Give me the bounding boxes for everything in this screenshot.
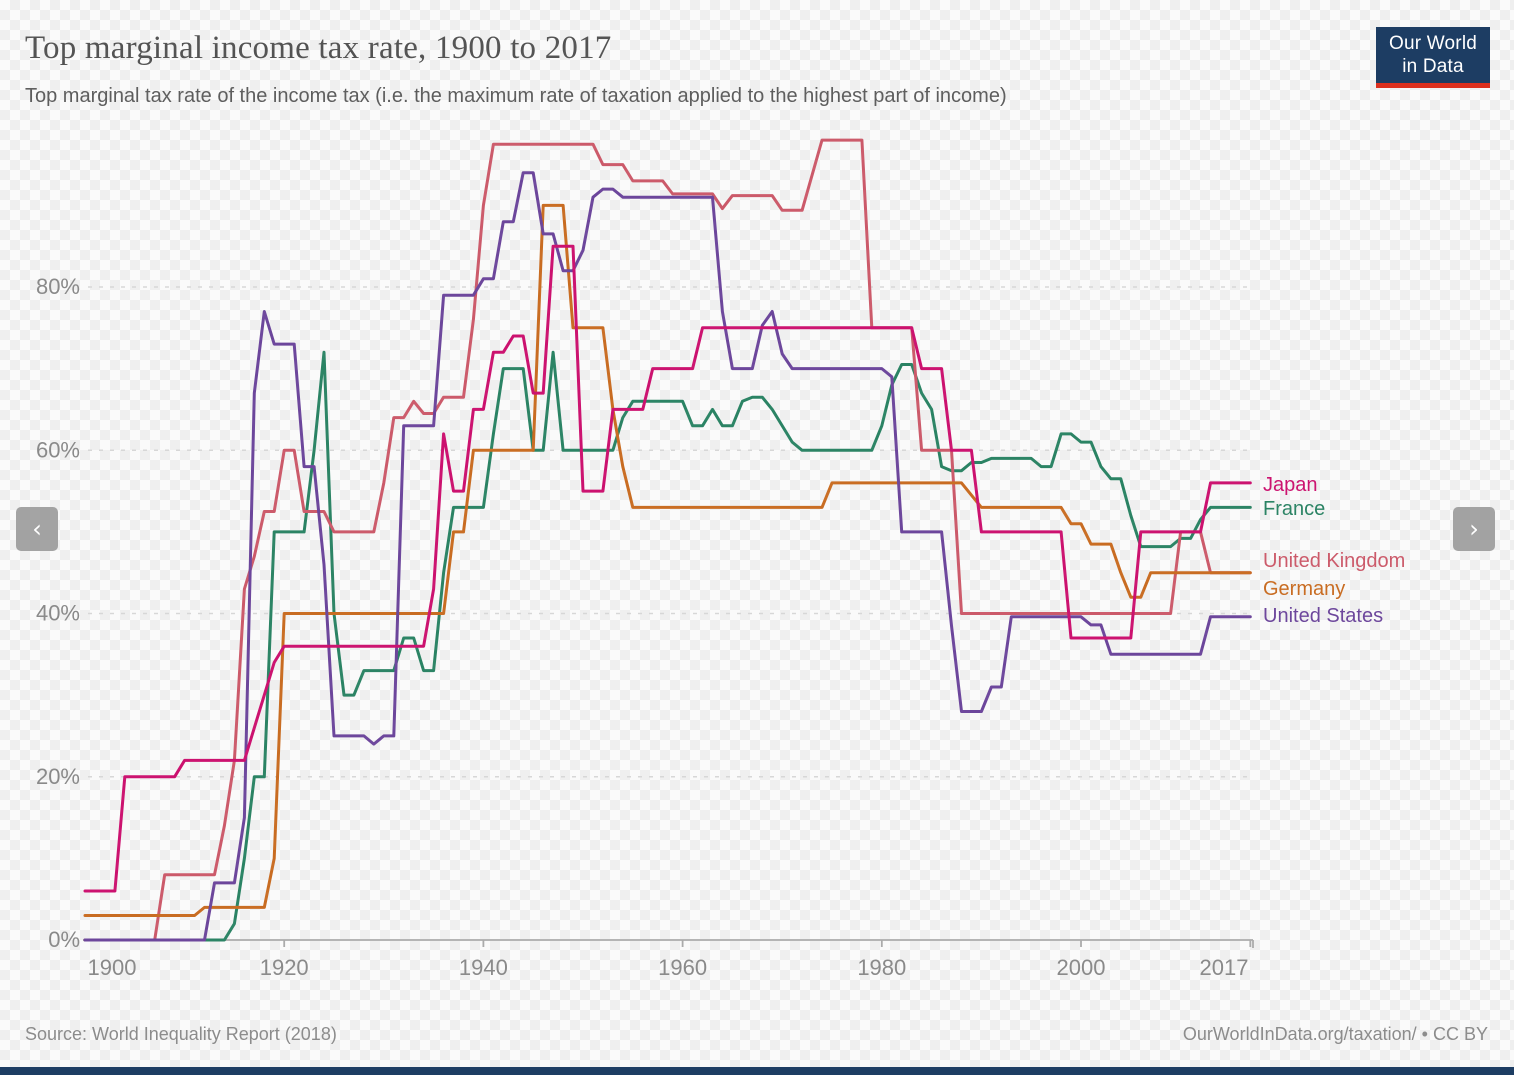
credit-link[interactable]: OurWorldInData.org/taxation/ • CC BY (1182, 1024, 1488, 1044)
owid-logo-line1: Our World (1388, 33, 1478, 54)
y-tick-label-0: 0% (48, 927, 80, 952)
page-title: Top marginal income tax rate, 1900 to 20… (25, 30, 612, 66)
y-tick-label-20: 20% (36, 764, 80, 789)
x-tick-label-1980: 1980 (857, 955, 906, 980)
prev-chart-button[interactable]: ‹ (16, 507, 58, 551)
y-tick-label-60: 60% (36, 437, 80, 462)
chevron-left-icon: ‹ (32, 515, 42, 543)
x-tick-label-1920: 1920 (260, 955, 309, 980)
axes (83, 939, 1254, 948)
line-united-states[interactable] (83, 171, 1252, 942)
x-axis-tick-labels: 1900 1920 1940 1960 1980 2000 2017 (88, 955, 1249, 980)
source-note: Source: World Inequality Report (2018) (25, 1024, 337, 1044)
chevron-right-icon: › (1469, 515, 1479, 543)
y-tick-label-80: 80% (36, 274, 80, 299)
line-france[interactable] (83, 350, 1252, 942)
line-germany[interactable] (83, 203, 1252, 917)
y-axis-tick-labels: 0% 20% 40% 60% 80% (36, 274, 80, 952)
line-united-kingdom[interactable] (83, 138, 1252, 942)
owid-logo-line2: in Data (1402, 56, 1464, 77)
owid-logo[interactable]: Our World in Data (1376, 27, 1490, 88)
x-tick-label-1960: 1960 (658, 955, 707, 980)
line-japan[interactable] (83, 244, 1252, 893)
x-tick-label-2000: 2000 (1057, 955, 1106, 980)
series-label-japan[interactable]: Japan (1263, 474, 1318, 496)
series-lines (83, 138, 1252, 942)
x-tick-label-1900: 1900 (88, 955, 137, 980)
bottom-accent-bar (0, 1067, 1514, 1075)
x-tick-label-1940: 1940 (459, 955, 508, 980)
x-tick-label-2017: 2017 (1200, 955, 1249, 980)
series-label-united-kingdom[interactable]: United Kingdom (1263, 550, 1405, 572)
y-tick-label-40: 40% (36, 601, 80, 626)
series-label-germany[interactable]: Germany (1263, 578, 1345, 600)
series-label-united-states[interactable]: United States (1263, 605, 1383, 627)
chart-subtitle: Top marginal tax rate of the income tax … (25, 85, 1007, 107)
series-label-france[interactable]: France (1263, 498, 1325, 520)
next-chart-button[interactable]: › (1453, 507, 1495, 551)
